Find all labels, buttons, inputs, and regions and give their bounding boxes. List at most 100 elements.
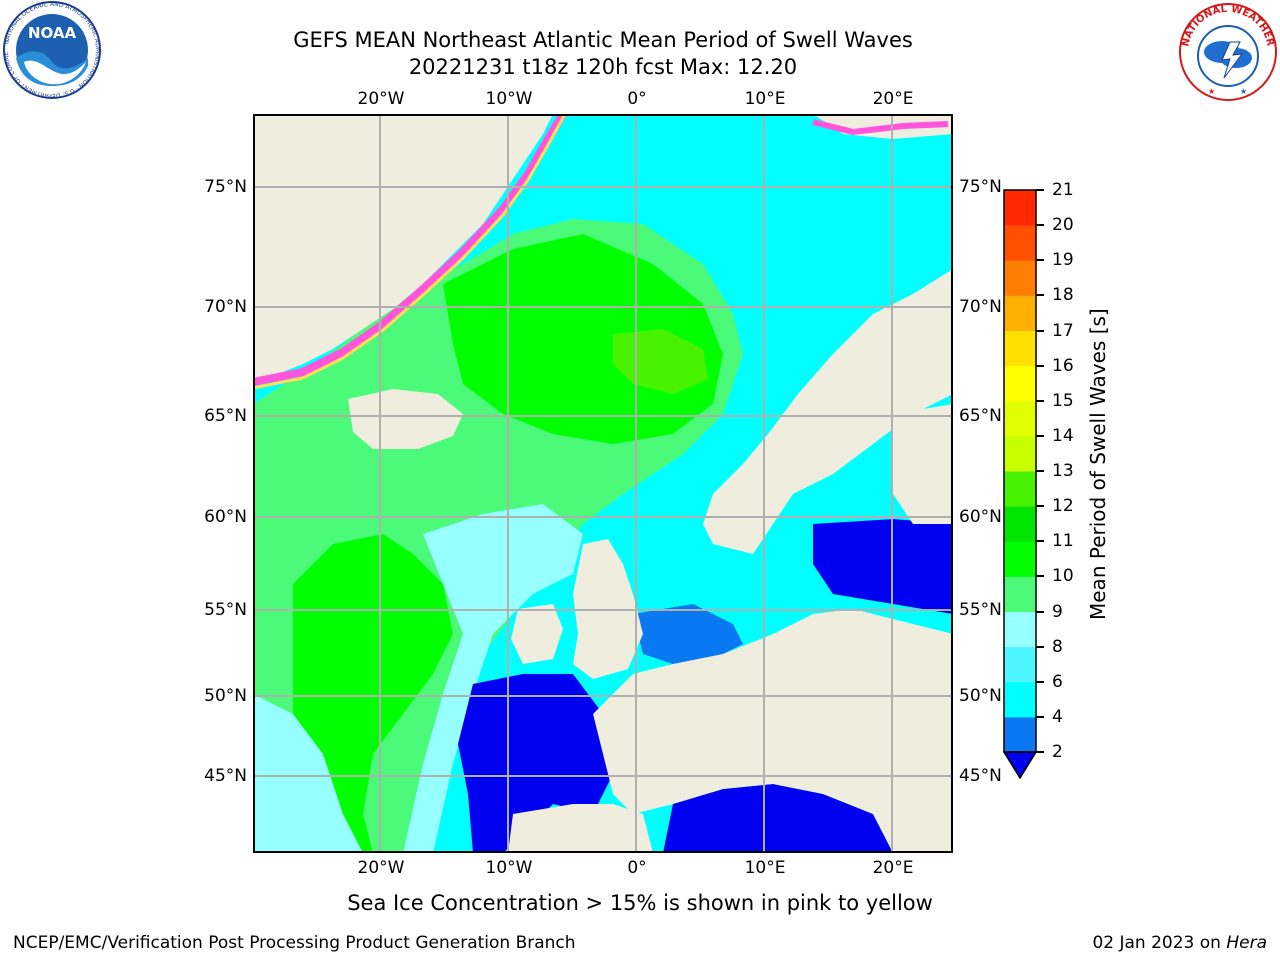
noaa-logo: NATIONAL OCEANIC AND ATMOSPHERIC ADMINIS… <box>0 0 102 100</box>
colorbar-tick-mark <box>1036 329 1044 332</box>
colorbar-tick-label: 19 <box>1052 250 1074 271</box>
lat-tick-right: 50°N <box>959 686 1002 706</box>
lon-tick-bottom: 20°E <box>872 858 914 878</box>
colorbar-tick-label: 15 <box>1052 390 1074 411</box>
colorbar-tick-label: 14 <box>1052 425 1074 446</box>
map-panel <box>253 114 953 853</box>
colorbar-bin <box>1004 225 1036 261</box>
colorbar-bin <box>1004 471 1036 507</box>
colorbar-tick-mark <box>1036 505 1044 508</box>
colorbar-tick-mark <box>1036 399 1044 402</box>
colorbar-tick-label: 12 <box>1052 496 1074 517</box>
colorbar-tick-label: 20 <box>1052 215 1074 236</box>
colorbar-tick-mark <box>1036 575 1044 578</box>
lon-tick-top: 10°E <box>744 89 786 109</box>
colorbar-tick-label: 6 <box>1052 671 1063 692</box>
lat-tick-left: 55°N <box>204 600 247 620</box>
colorbar-tick-label: 16 <box>1052 355 1074 376</box>
lat-tick-left: 75°N <box>204 177 247 197</box>
lat-tick-right: 45°N <box>959 766 1002 786</box>
colorbar-tick-label: 2 <box>1052 742 1063 762</box>
baltic-blue <box>813 519 953 614</box>
lat-tick-left: 45°N <box>204 766 247 786</box>
lat-tick-left: 65°N <box>204 406 247 426</box>
pale-cyan-band-2 <box>403 504 583 853</box>
swell-period-map <box>253 114 953 853</box>
lon-tick-bottom: 20°W <box>357 858 405 878</box>
colorbar-bin <box>1004 576 1036 612</box>
sea-ice-edge-yellow <box>253 114 567 390</box>
lat-tick-right: 70°N <box>959 297 1002 317</box>
mediterranean-blue <box>663 784 893 853</box>
chart-title: GEFS MEAN Northeast Atlantic Mean Period… <box>293 28 913 52</box>
sea-ice-edge-magenta <box>253 114 567 386</box>
sea-ice-caption: Sea Ice Concentration > 15% is shown in … <box>347 891 933 915</box>
colorbar-label: Mean Period of Swell Waves [s] <box>1086 308 1110 620</box>
colorbar-tick-label: 4 <box>1052 706 1063 727</box>
colorbar-bin <box>1004 260 1036 296</box>
greenland-land <box>253 114 553 382</box>
colorbar-tick-mark <box>1036 610 1044 613</box>
colorbar-tick-mark <box>1036 434 1044 437</box>
colorbar-bin <box>1004 435 1036 472</box>
north-sea-blue <box>633 604 743 664</box>
colorbar-bin <box>1004 190 1036 226</box>
colorbar-bin <box>1004 295 1036 331</box>
lat-tick-right: 65°N <box>959 406 1002 426</box>
lat-tick-right: 55°N <box>959 600 1002 620</box>
colorbar-tick-mark <box>1036 470 1044 472</box>
iceland-land <box>348 389 463 449</box>
colorbar-tick-mark <box>1036 540 1044 543</box>
colorbar-bin <box>1004 400 1036 437</box>
colorbar-tick-label: 18 <box>1052 285 1074 306</box>
colorbar-tick-mark <box>1036 364 1044 367</box>
colorbar-tick-mark <box>1036 224 1044 227</box>
colorbar-extend-min <box>1002 751 1038 780</box>
finland-land <box>893 404 953 524</box>
colorbar-bin <box>1004 611 1036 648</box>
europe-mainland-land <box>593 609 953 853</box>
lon-tick-bottom: 10°W <box>485 858 533 878</box>
lat-tick-left: 70°N <box>204 297 247 317</box>
open-ocean-green-field <box>293 534 453 853</box>
colorbar-tick-label: 9 <box>1052 601 1063 622</box>
svg-text:★: ★ <box>1240 87 1247 96</box>
lat-tick-right: 60°N <box>959 507 1002 527</box>
pale-cyan-band <box>253 694 363 853</box>
colorbar-tick-label: 17 <box>1052 320 1074 341</box>
footer-host: Hera <box>1226 933 1267 953</box>
colorbar-tick-label: 10 <box>1052 566 1074 587</box>
colorbar <box>1000 186 1050 786</box>
colorbar-tick-label: 13 <box>1052 461 1074 481</box>
colorbar-bin <box>1004 506 1036 542</box>
colorbar-bin <box>1004 646 1036 683</box>
chart-subtitle: 20221231 t18z 120h fcst Max: 12.20 <box>408 55 798 79</box>
norwegian-sea-green-field <box>443 234 723 444</box>
svg-text:NOAA: NOAA <box>28 24 77 42</box>
footer-left: NCEP/EMC/Verification Post Processing Pr… <box>13 933 576 953</box>
colorbar-tick-mark <box>1036 294 1044 297</box>
colorbar-bin <box>1004 541 1036 577</box>
colorbar-tick-mark <box>1036 645 1044 648</box>
colorbar-tick-label: 8 <box>1052 636 1063 657</box>
svg-text:★: ★ <box>1208 87 1215 96</box>
colorbar-tick-mark <box>1036 259 1044 262</box>
colorbar-bin <box>1004 681 1036 718</box>
lat-tick-right: 75°N <box>959 177 1002 197</box>
lon-tick-top: 20°W <box>357 89 405 109</box>
lat-tick-left: 50°N <box>204 686 247 706</box>
colorbar-tick-mark <box>1036 189 1044 191</box>
colorbar-tick-mark <box>1036 751 1044 753</box>
colorbar-tick-mark <box>1036 715 1044 718</box>
footer-date: 02 Jan 2023 on <box>1092 933 1227 953</box>
lon-tick-bottom: 10°E <box>744 858 786 878</box>
lon-tick-bottom: 0° <box>627 858 647 878</box>
sea-ice-svalbard <box>812 119 949 136</box>
colorbar-bin <box>1004 330 1036 367</box>
colorbar-tick-mark <box>1036 680 1044 683</box>
lon-tick-top: 10°W <box>485 89 533 109</box>
footer-right: 02 Jan 2023 on Hera <box>1092 933 1267 953</box>
iberia-land <box>508 804 653 853</box>
colorbar-bin <box>1004 716 1036 753</box>
colorbar-tick-label: 11 <box>1052 531 1074 552</box>
